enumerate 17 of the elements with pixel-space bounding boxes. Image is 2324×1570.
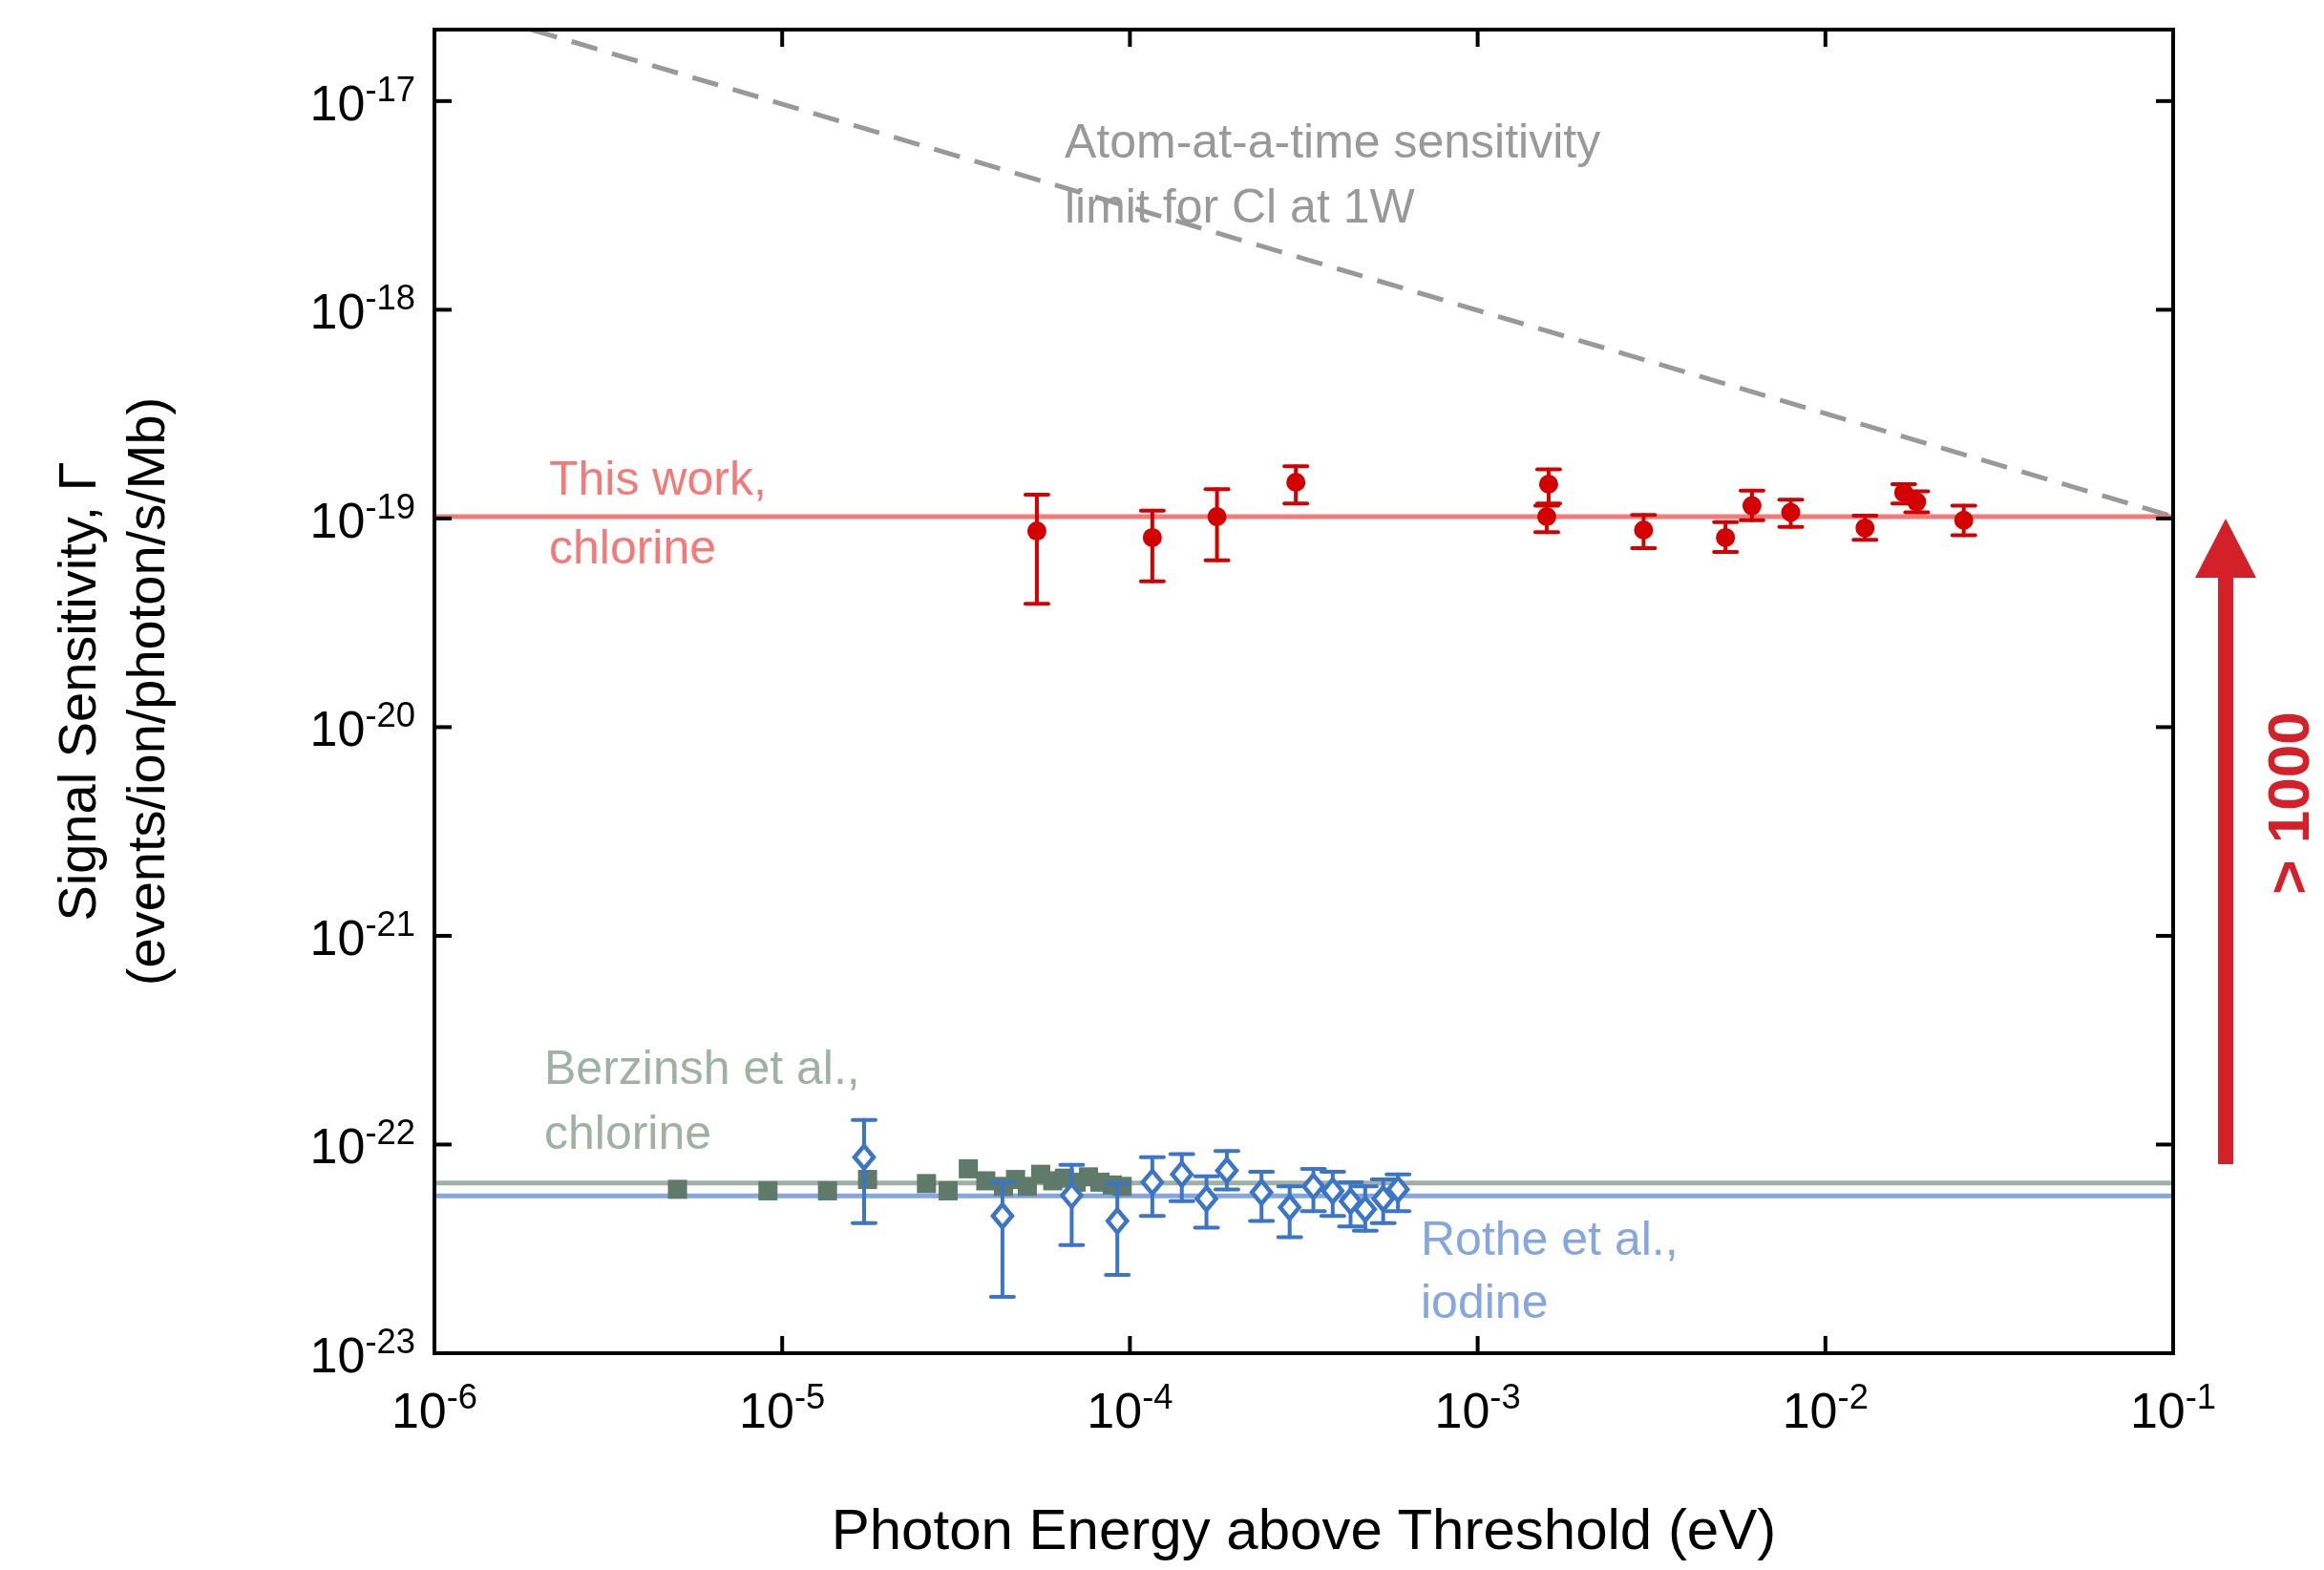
annotation: Berzinsh et al., chlorine — [544, 1041, 860, 1159]
y-tick-label: 10$^{-19}$ — [309, 486, 415, 548]
text: > 1000 — [2255, 711, 2321, 895]
y-tick-label: 10$^{-20}$ — [309, 694, 415, 757]
x-tick-label: 10$^{-2}$ — [1782, 1376, 1869, 1438]
annotation: This work, chlorine — [549, 452, 767, 574]
y-tick-label: 10$^{-21}$ — [309, 903, 415, 965]
x-tick-label: 10$^{-1}$ — [2129, 1376, 2217, 1438]
annotation: Rothe et al., iodine — [1421, 1212, 1679, 1328]
y-axis-title: Signal Sensitivity, Γ (events/ion/photon/s/Mb) — [47, 396, 176, 987]
y-tick-label: 10$^{-18}$ — [309, 277, 415, 340]
x-tick-label: 10$^{-3}$ — [1434, 1376, 1521, 1438]
y-tick-label: 10$^{-17}$ — [309, 69, 415, 131]
x-tick-label: 10$^{-5}$ — [739, 1376, 826, 1438]
x-axis-title: Photon Energy above Threshold (eV) — [831, 1497, 1777, 1561]
y-tick-label: 10$^{-22}$ — [309, 1112, 415, 1175]
x-tick-label: 10$^{-4}$ — [1087, 1376, 1173, 1438]
